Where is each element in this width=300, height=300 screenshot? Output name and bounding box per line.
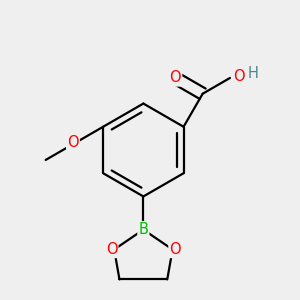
- Text: O: O: [169, 242, 181, 257]
- Text: O: O: [233, 69, 245, 84]
- Text: O: O: [169, 70, 181, 86]
- Text: B: B: [138, 222, 148, 237]
- Text: O: O: [106, 242, 117, 257]
- Text: O: O: [67, 135, 79, 150]
- Text: H: H: [247, 67, 258, 82]
